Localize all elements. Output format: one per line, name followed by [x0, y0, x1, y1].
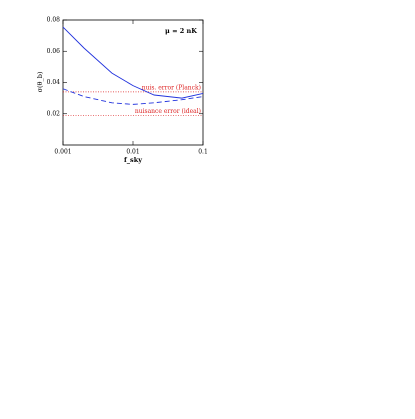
x-axis-label: f_sky [124, 156, 142, 164]
y-tick-label: 0.08 [47, 17, 61, 24]
plot-frame [62, 19, 204, 146]
reference-label: nuis. error (Planck) [142, 84, 201, 91]
x-tick-label: 0.01 [126, 149, 139, 156]
y-tick-label: 0.06 [47, 48, 61, 55]
reference-label: nuisance error (ideal) [135, 108, 201, 115]
x-tick-label: 0.1 [198, 149, 208, 156]
series-line [62, 26, 204, 99]
y-tick-label: 0.04 [47, 79, 61, 86]
x-tick-label: 0.001 [54, 149, 71, 156]
y-axis-label: σ(θ_b) [36, 71, 44, 92]
y-tick-label: 0.02 [47, 110, 61, 117]
series-line [62, 88, 204, 105]
annotation: μ = 2 nK [165, 27, 197, 35]
